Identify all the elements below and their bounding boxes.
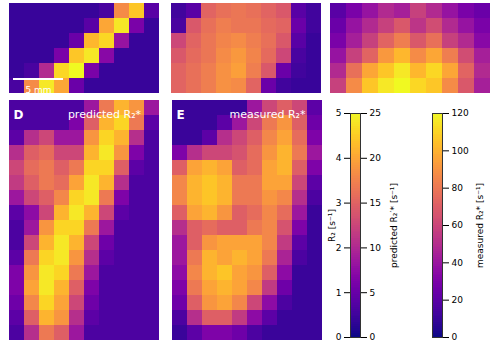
svg-text:0: 0 [452, 332, 458, 342]
svg-text:0: 0 [336, 332, 342, 342]
svg-text:0: 0 [370, 332, 376, 342]
svg-text:measured R₂* [s⁻¹]: measured R₂* [s⁻¹] [475, 183, 485, 268]
svg-text:5: 5 [370, 288, 376, 298]
svg-text:60: 60 [452, 220, 464, 230]
svg-text:5: 5 [336, 108, 342, 118]
svg-text:measured R₂*: measured R₂* [229, 108, 306, 121]
svg-text:25: 25 [370, 108, 381, 118]
svg-text:2: 2 [336, 243, 342, 253]
svg-text:100: 100 [452, 146, 469, 156]
svg-text:10: 10 [370, 243, 382, 253]
svg-text:80: 80 [452, 183, 464, 193]
svg-text:predicted R₂′* [s⁻¹]: predicted R₂′* [s⁻¹] [389, 183, 399, 268]
svg-text:E: E [177, 108, 185, 122]
svg-text:40: 40 [452, 258, 464, 268]
svg-text:5 mm: 5 mm [25, 85, 51, 95]
svg-text:15: 15 [370, 198, 381, 208]
svg-text:3: 3 [336, 198, 342, 208]
svg-text:20: 20 [452, 295, 464, 305]
svg-text:1: 1 [336, 288, 342, 298]
svg-text:R₂ [s⁻¹]: R₂ [s⁻¹] [327, 209, 337, 242]
svg-text:120: 120 [452, 108, 469, 118]
svg-text:4: 4 [336, 153, 342, 163]
svg-text:predicted R₂*: predicted R₂* [68, 108, 142, 121]
svg-text:20: 20 [370, 153, 382, 163]
svg-text:D: D [14, 108, 24, 122]
